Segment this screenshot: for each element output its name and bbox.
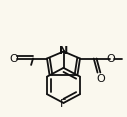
Text: O: O <box>106 53 115 64</box>
Text: N: N <box>59 46 68 57</box>
Text: O: O <box>96 74 105 84</box>
Text: O: O <box>9 53 18 64</box>
Text: F: F <box>60 99 67 109</box>
